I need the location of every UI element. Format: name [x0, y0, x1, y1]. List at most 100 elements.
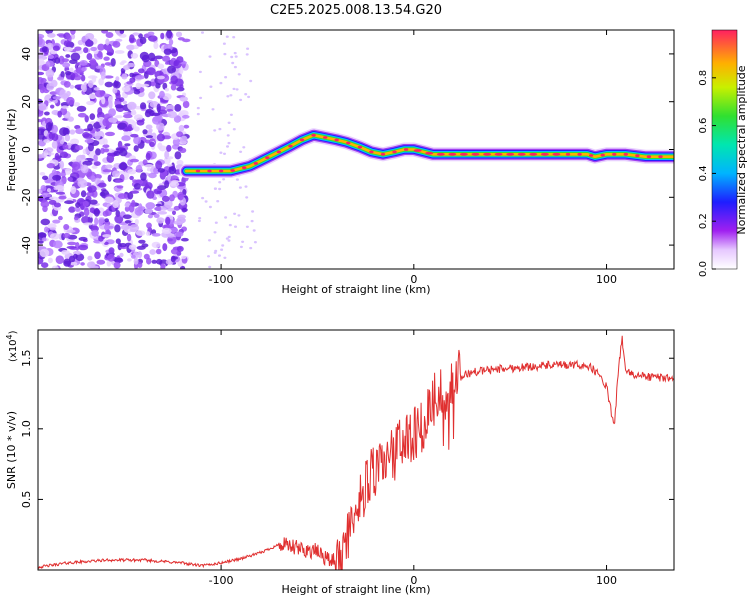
noise-blob: [38, 240, 44, 244]
noise-blob: [80, 74, 86, 82]
noise-blob: [66, 90, 71, 97]
y-tick-label: 20: [20, 95, 33, 109]
noise-blob: [115, 76, 120, 82]
noise-blob: [173, 231, 184, 237]
noise-blob: [181, 237, 189, 242]
noise-blob: [135, 82, 142, 90]
noise-blob: [223, 52, 227, 56]
noise-blob: [46, 152, 55, 156]
noise-blob: [149, 101, 159, 108]
noise-blob: [148, 172, 157, 179]
noise-blob: [88, 143, 94, 152]
noise-blob: [98, 218, 106, 224]
noise-blob: [63, 81, 71, 88]
noise-blob: [227, 239, 231, 242]
noise-blob: [98, 78, 104, 86]
noise-blob: [58, 215, 63, 221]
noise-blob: [140, 172, 147, 181]
noise-blob: [124, 126, 129, 132]
noise-blob: [61, 105, 69, 109]
colorbar-tick-label: 0.8: [698, 70, 709, 86]
ridge-peak: [392, 150, 397, 154]
noise-blob: [160, 32, 165, 40]
snr-frame: [37, 329, 675, 571]
colorbar-tick-label: 0.2: [698, 213, 709, 229]
noise-blob: [103, 56, 110, 61]
noise-blob: [49, 233, 60, 240]
ridge-peak: [276, 150, 282, 154]
noise-blob: [53, 202, 62, 208]
noise-blob: [61, 250, 70, 255]
noise-blob: [225, 35, 229, 38]
noise-blob: [179, 147, 187, 153]
noise-blob: [45, 69, 55, 78]
noise-blob: [118, 162, 128, 171]
noise-blob: [179, 66, 184, 75]
noise-blob: [127, 101, 137, 110]
noise-blob: [142, 129, 148, 135]
noise-blob: [66, 245, 77, 249]
noise-blob: [40, 200, 50, 208]
noise-blob: [252, 229, 256, 232]
noise-blob: [139, 36, 147, 45]
ridge-peak: [635, 154, 640, 158]
noise-blob: [131, 254, 136, 259]
noise-blob: [233, 51, 237, 55]
noise-blob: [221, 244, 225, 247]
noise-blob: [140, 102, 147, 110]
noise-blob: [127, 169, 137, 175]
noise-blob: [64, 134, 71, 142]
noise-blob: [160, 263, 166, 269]
top-y-axis: -40 -20 0 20 40: [20, 47, 674, 254]
noise-blob: [145, 135, 153, 139]
y-tick-label: 0: [20, 146, 33, 153]
noise-blob: [150, 81, 156, 86]
noise-blob: [57, 76, 65, 81]
noise-blob: [213, 231, 217, 234]
noise-blob: [168, 38, 174, 46]
noise-blob: [89, 199, 98, 205]
noise-blob: [141, 54, 150, 63]
noise-blob: [218, 187, 222, 191]
noise-blob: [67, 241, 77, 246]
noise-blob: [144, 164, 154, 168]
noise-blob: [137, 262, 143, 268]
noise-blob: [151, 259, 157, 264]
noise-blob: [149, 249, 156, 255]
noise-blob: [114, 224, 121, 233]
noise-blob: [63, 224, 70, 230]
noise-blob: [145, 231, 151, 237]
noise-blob: [120, 224, 130, 230]
noise-blob: [45, 147, 54, 153]
noise-blob: [70, 186, 77, 194]
noise-blob: [251, 210, 255, 213]
noise-blob: [227, 141, 231, 145]
noise-blob: [70, 138, 80, 145]
noise-blob: [52, 219, 61, 224]
noise-blob: [70, 261, 78, 266]
noise-blob: [227, 121, 231, 125]
noise-blob: [105, 164, 113, 169]
noise-blob: [126, 258, 132, 262]
colorbar-axis: 0.0 0.2 0.4 0.6 0.8: [698, 70, 716, 277]
noise-blob: [42, 175, 49, 180]
noise-blob: [155, 203, 162, 207]
noise-blob: [47, 54, 55, 60]
ridge-peak: [299, 138, 305, 142]
noise-blob: [46, 163, 55, 169]
colorbar-label: Normalized spectral amplitude: [735, 65, 748, 234]
y-tick-label: 40: [20, 47, 33, 61]
noise-blob: [117, 193, 128, 200]
noise-blob: [117, 122, 128, 130]
noise-blob: [87, 185, 97, 193]
noise-blob: [123, 114, 133, 119]
noise-blob: [80, 262, 85, 266]
ridge-peak: [242, 166, 247, 170]
noise-blob: [121, 135, 131, 142]
ridge-peak: [612, 152, 617, 156]
ridge-peak: [552, 152, 561, 156]
ridge-peak: [494, 152, 503, 156]
noise-blob: [114, 115, 123, 119]
noise-blob: [199, 96, 203, 100]
noise-blob: [177, 191, 184, 201]
